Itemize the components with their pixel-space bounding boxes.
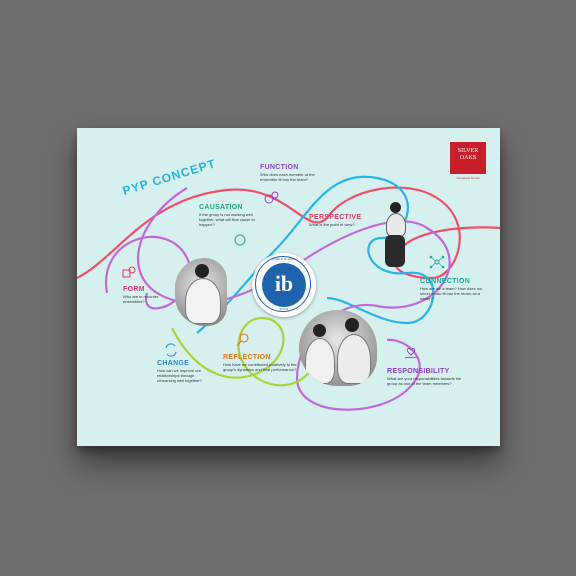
concept-function: FUNCTION Who does each member of the ens… <box>260 164 330 182</box>
photo-legs <box>385 235 405 267</box>
concept-heading: REFLECTION <box>223 354 271 361</box>
badge-ring-bottom: SINCE <box>279 308 289 311</box>
poster: SILVER OAKS International Schools PYP CO… <box>77 128 500 446</box>
concept-perspective: PERSPECTIVE What is the point of view? <box>309 214 367 227</box>
logo-subtitle: International Schools <box>456 177 480 180</box>
concept-heading: CHANGE <box>157 360 190 367</box>
concept-question: What is the point of view? <box>309 222 355 227</box>
photo-body <box>386 213 406 237</box>
network-icon <box>429 255 445 269</box>
photo-boy-sitting <box>382 200 408 272</box>
concept-connection: CONNECTION How are we a team? How does o… <box>420 278 486 301</box>
school-logo: SILVER OAKS <box>450 142 486 174</box>
concept-heading: RESPONSIBILITY <box>387 368 450 375</box>
photo-head <box>313 324 326 337</box>
magnifier-icon <box>236 333 249 347</box>
change-arrows-icon <box>165 343 177 357</box>
gears-icon <box>264 191 279 204</box>
concept-causation: CAUSATION If the group is not working we… <box>199 204 265 227</box>
ib-world-school-badge: WORLD SCHOOL SINCE ib <box>252 253 316 317</box>
concept-heading: PERSPECTIVE <box>309 214 362 221</box>
logo-line2: OAKS <box>459 155 477 161</box>
concept-change: CHANGE How can we improve our relationsh… <box>157 360 211 383</box>
photo-head <box>195 264 209 278</box>
photo-body <box>337 334 371 384</box>
photo-two-students <box>299 310 377 386</box>
concept-question: How have we contributed positively to th… <box>223 362 297 372</box>
concept-responsibility: RESPONSIBILITY What are your responsibil… <box>387 368 465 386</box>
photo-body <box>305 338 335 384</box>
hand-heart-icon <box>404 348 418 359</box>
green-curve <box>171 316 320 387</box>
concept-heading: CAUSATION <box>199 204 243 211</box>
photo-boy-recorder <box>175 258 227 326</box>
logo-line1: SILVER <box>457 148 479 154</box>
photo-head <box>390 202 401 213</box>
photo-body <box>185 278 221 324</box>
concept-question: Who are in recorder ensembles? <box>123 294 159 304</box>
concept-question: Who does each member of the ensemble fit… <box>260 172 315 182</box>
concept-heading: CONNECTION <box>420 278 471 285</box>
photo-head <box>345 318 359 332</box>
concept-question: If the group is not working well togethe… <box>199 212 255 227</box>
concept-question: What are your responsibilities towards t… <box>387 376 462 386</box>
concept-question: How are we a team? How does our sheet mu… <box>420 286 483 301</box>
concept-question: How can we improve our relationships thr… <box>157 368 202 383</box>
concept-heading: FUNCTION <box>260 164 299 171</box>
badge-ring <box>255 256 311 312</box>
cycle-arrows-icon <box>234 234 246 246</box>
concept-reflection: REFLECTION How have we contributed posit… <box>223 354 297 372</box>
concept-heading: FORM <box>123 286 145 293</box>
ib-mark: ib <box>274 271 294 296</box>
badge-inner: ib <box>262 263 306 307</box>
badge-ring-top: WORLD SCHOOL <box>272 258 296 261</box>
concept-form: FORM Who are in recorder ensembles? <box>123 286 179 304</box>
shapes-icon <box>122 266 136 278</box>
